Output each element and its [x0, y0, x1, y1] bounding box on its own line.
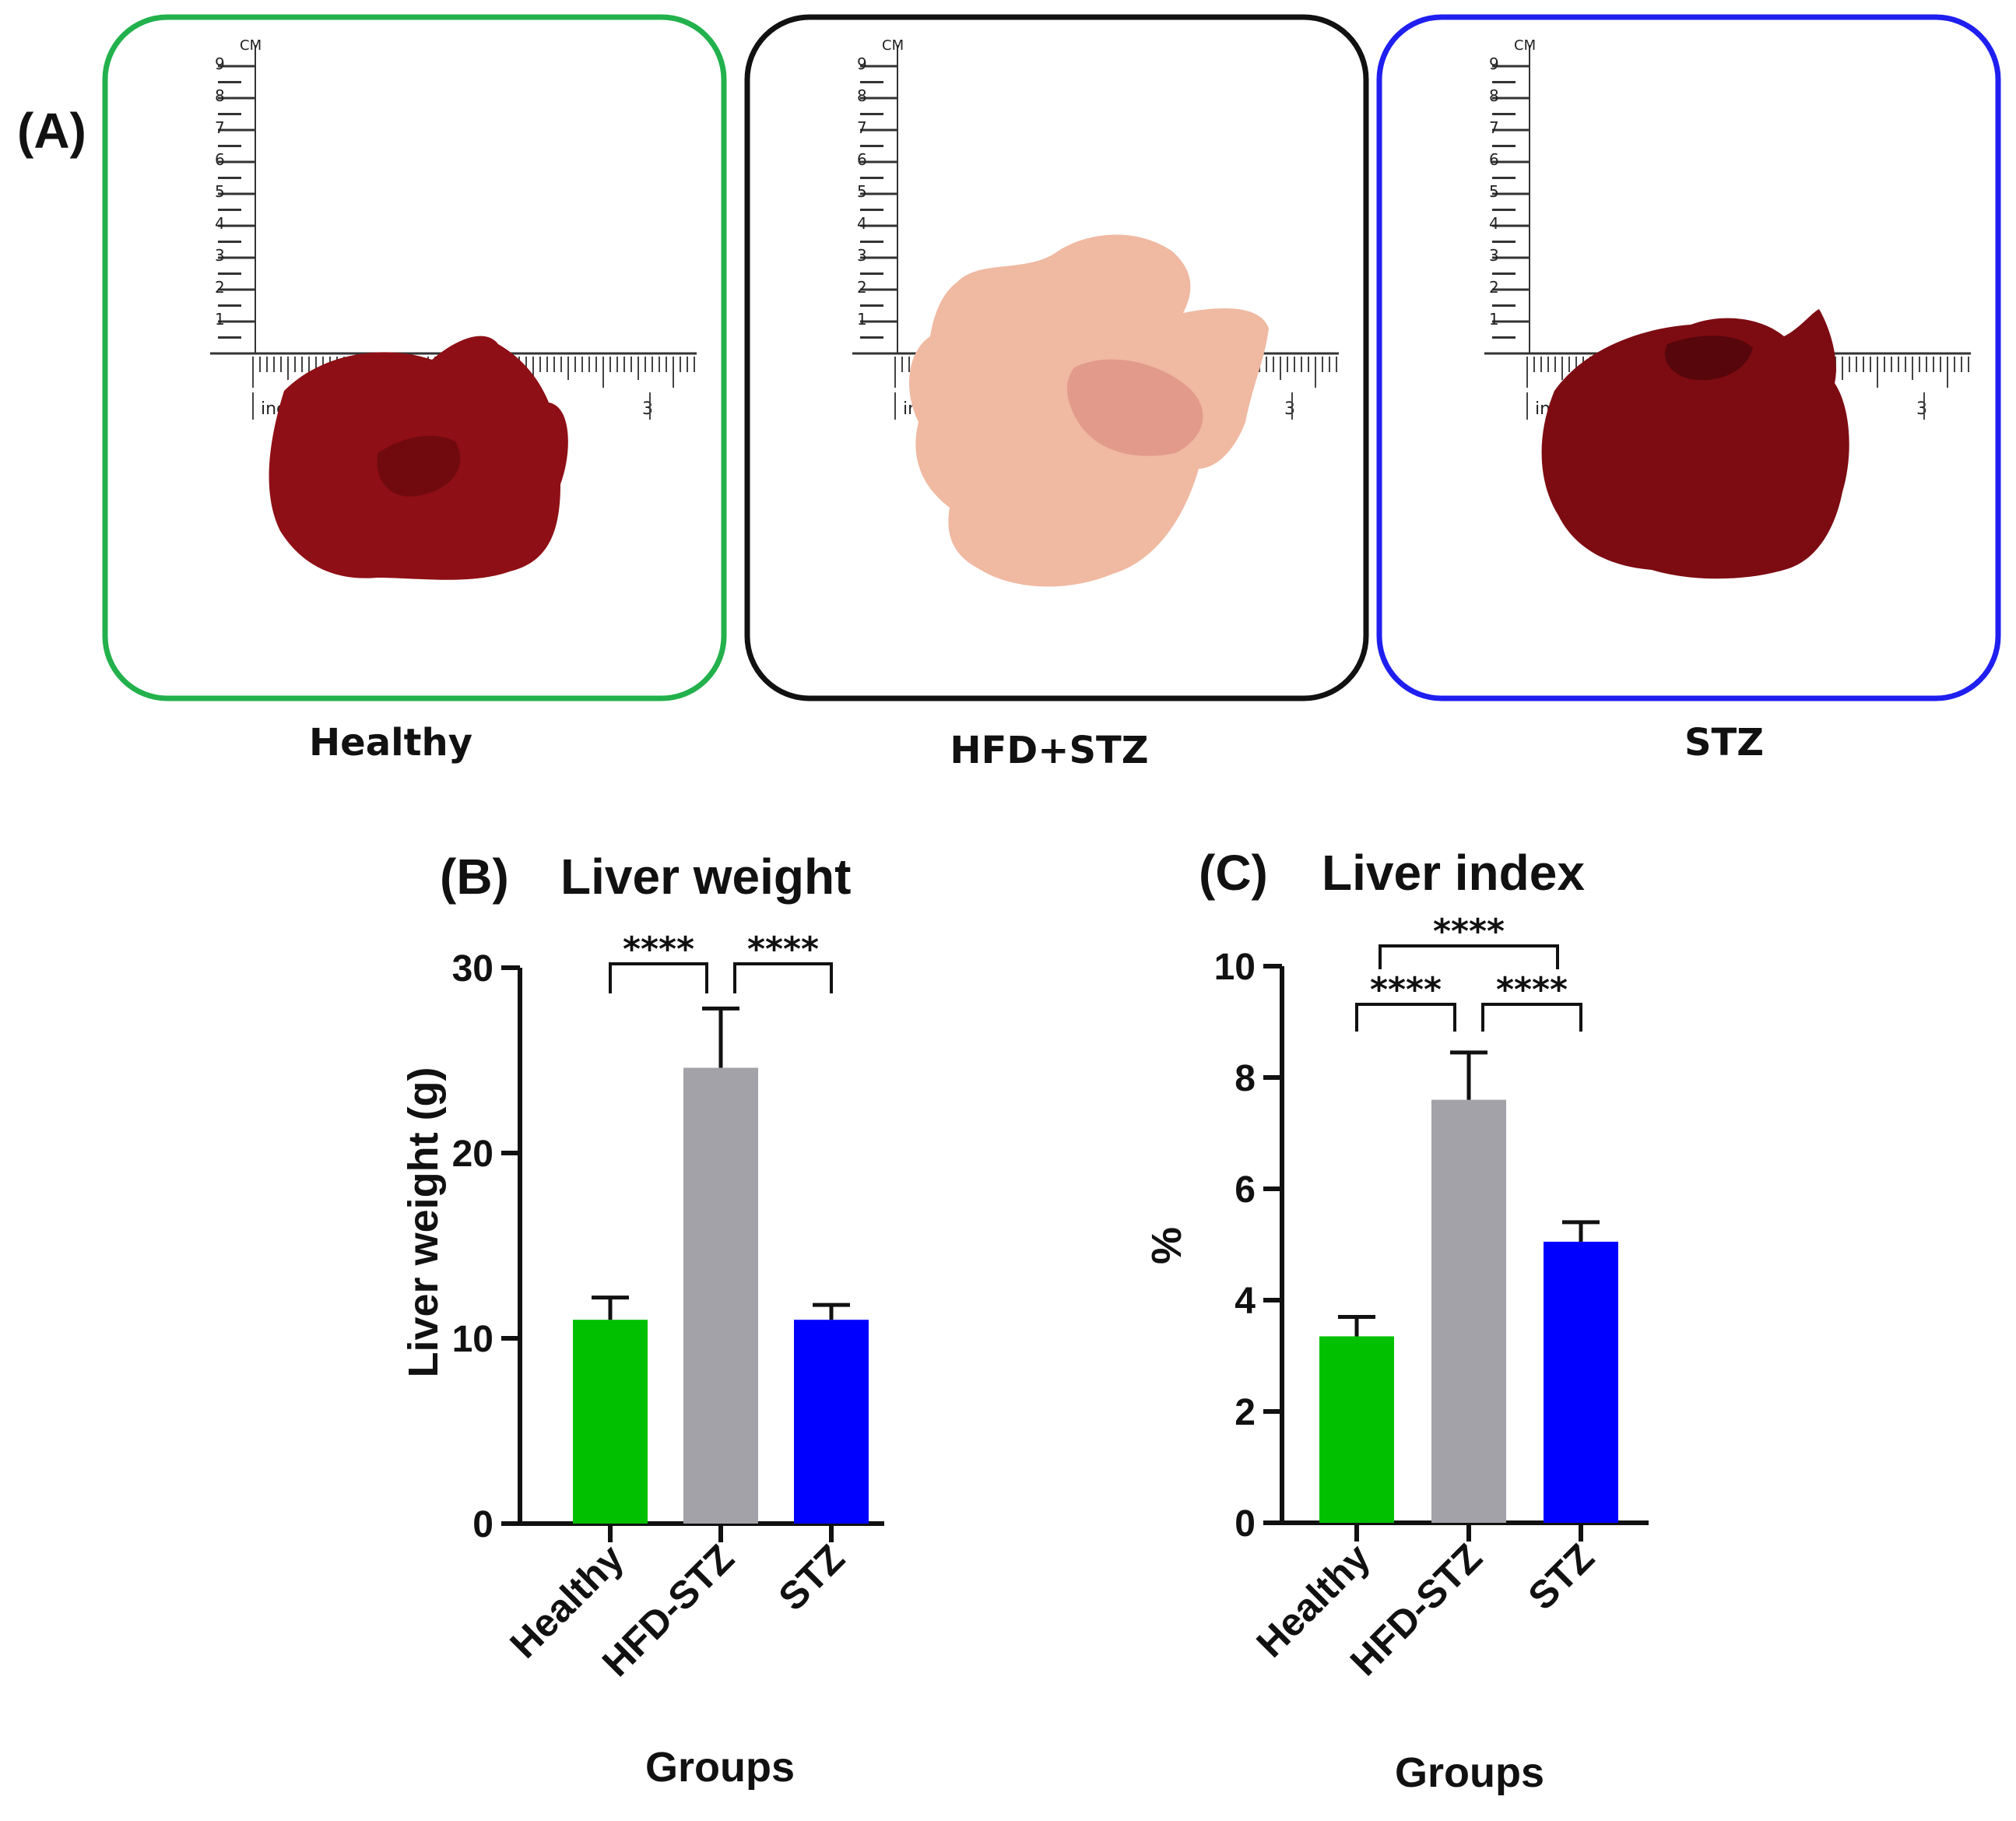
bar-stz: [1544, 1241, 1618, 1523]
ruler-number: 9: [857, 54, 867, 73]
liver-shading: [1066, 359, 1203, 456]
y-tick-label: 0: [1235, 1503, 1256, 1545]
bar-healthy: [1319, 1336, 1394, 1523]
ruler-number: 1: [215, 310, 225, 329]
y-tick-label: 8: [1235, 1058, 1256, 1099]
ruler-number: 4: [1489, 214, 1499, 233]
ruler-number: 3: [215, 246, 225, 265]
ruler-number: 5: [1489, 182, 1499, 201]
chart-liver-index: (C) Liver index % Groups 0246810HealthyH…: [1143, 845, 1649, 1796]
significance-label: ****: [1496, 970, 1568, 1010]
liver-specimen: [1541, 309, 1849, 579]
ruler-number: 5: [857, 182, 867, 201]
ruler-number: 6: [1489, 150, 1499, 169]
significance-label: ****: [1433, 912, 1505, 951]
panel-b-label: (B): [440, 849, 509, 905]
y-tick-label: 30: [452, 948, 493, 990]
ruler-number: 2: [857, 278, 867, 297]
bar-healthy: [573, 1320, 648, 1524]
photo-panel-hfd-stz: 987654321CMinch123: [744, 14, 1369, 701]
photo-panel-stz: 987654321CMinch123: [1376, 14, 2001, 701]
bar-hfd-stz: [1431, 1099, 1506, 1523]
x-tick-label: STZ: [1519, 1535, 1602, 1618]
ruler-inch-number: 3: [1284, 399, 1295, 419]
ruler-number: 2: [1489, 278, 1499, 297]
liver-shading: [377, 435, 461, 497]
ruler-number: 2: [215, 278, 225, 297]
ruler-number: 8: [857, 86, 867, 105]
y-axis-label: Liver weight (g): [400, 1067, 447, 1377]
y-tick-label: 6: [1235, 1169, 1256, 1211]
y-tick-label: 0: [472, 1504, 493, 1545]
photo-panel-healthy: 987654321CMinch123: [102, 14, 727, 701]
ruler-number: 9: [1489, 54, 1499, 73]
ruler-number: 4: [857, 214, 867, 233]
ruler-number: 1: [857, 310, 867, 329]
y-axis-label: %: [1143, 1227, 1190, 1264]
x-axis-label: Groups: [1395, 1749, 1544, 1796]
y-tick-label: 10: [1214, 947, 1256, 988]
liver-shading: [1664, 336, 1753, 381]
ruler-number: 7: [1489, 118, 1499, 137]
chart-title: Liver index: [1322, 845, 1585, 901]
significance-bracket: [733, 962, 833, 993]
ruler-unit: CM: [1514, 37, 1536, 54]
ruler-number: 5: [215, 182, 225, 201]
significance-bracket: [1355, 1003, 1456, 1032]
x-axis-label: Groups: [645, 1744, 795, 1791]
y-tick-label: 20: [452, 1134, 493, 1175]
significance-label: ****: [1370, 970, 1442, 1010]
panel-c-label: (C): [1199, 845, 1268, 901]
bar-stz: [794, 1320, 869, 1524]
ruler-number: 3: [857, 246, 867, 265]
ruler-number: 7: [857, 118, 867, 137]
significance-bracket: [609, 962, 708, 993]
significance-label: ****: [623, 930, 694, 969]
significance-bracket: [1379, 944, 1559, 969]
ruler-number: 1: [1489, 310, 1499, 329]
caption-stz: STZ: [1684, 721, 1764, 765]
ruler-inch-number: 3: [642, 399, 653, 419]
caption-healthy: Healthy: [309, 721, 472, 765]
panel-a-label: (A): [17, 103, 86, 159]
y-tick-label: 4: [1235, 1281, 1256, 1322]
ruler-number: 9: [215, 54, 225, 73]
y-tick-label: 2: [1235, 1392, 1256, 1433]
ruler-unit: CM: [882, 37, 904, 54]
caption-hfd-stz: HFD+STZ: [950, 729, 1148, 772]
chart-liver-weight: (B) Liver weight Liver weight (g) Groups…: [400, 849, 884, 1791]
ruler-number: 6: [857, 150, 867, 169]
significance-bracket: [1481, 1003, 1582, 1032]
chart-title: Liver weight: [560, 849, 851, 905]
ruler-number: 7: [215, 118, 225, 137]
ruler-inch-number: 3: [1916, 399, 1927, 419]
ruler-number: 8: [215, 86, 225, 105]
ruler-number: 6: [215, 150, 225, 169]
y-tick-label: 10: [452, 1319, 493, 1360]
ruler-number: 4: [215, 214, 225, 233]
ruler-number: 3: [1489, 246, 1499, 265]
ruler-unit: CM: [240, 37, 262, 54]
x-tick-label: STZ: [770, 1536, 852, 1619]
bar-hfd-stz: [683, 1067, 758, 1524]
significance-label: ****: [747, 930, 819, 969]
ruler-number: 8: [1489, 86, 1499, 105]
